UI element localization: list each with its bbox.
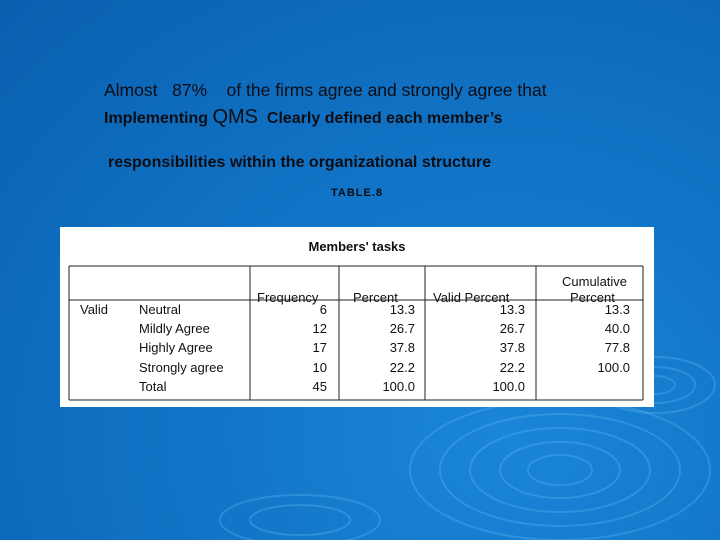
row-cumulative: 13.3 [604,302,630,317]
headline-line-2: Implementing QMS Clearly defined each me… [104,106,503,129]
headline-line-2-suffix: Clearly defined each member’s [258,110,503,127]
row-valid-percent-total: 100.0 [492,379,525,394]
row-frequency: 10 [312,360,327,375]
row-frequency: 6 [319,302,327,317]
header-valid-percent: Valid Percent [433,290,510,305]
headline-line-1: Almost 87% of the firms agree and strong… [104,80,547,100]
row-valid-percent: 37.8 [499,340,525,355]
row-percent: 13.3 [389,302,415,317]
row-percent: 26.7 [389,321,415,336]
members-tasks-table: Members' tasks Frequency Percent Valid P… [60,227,654,407]
row-percent: 22.2 [389,360,415,375]
headline-line-3: responsibilities within the organization… [108,154,492,171]
headline-line-2-prefix: Implementing [104,110,213,127]
row-cumulative: 40.0 [604,321,630,336]
row-label: Mildly Agree [139,321,210,336]
row-valid-percent: 13.3 [499,302,525,317]
row-label: Strongly agree [139,360,224,375]
row-label: Neutral [139,302,181,317]
table-grid-lines [68,265,644,401]
row-cumulative: 100.0 [597,360,630,375]
row-cumulative: 77.8 [604,340,630,355]
qms-term: QMS [212,106,259,128]
row-frequency: 12 [312,321,327,336]
row-valid-percent: 22.2 [499,360,525,375]
table-caption: TABLE.8 [331,187,384,199]
header-percent: Percent [353,290,398,305]
row-label-total: Total [139,379,167,394]
header-cumulative: Cumulative [562,274,628,289]
group-label-valid: Valid [80,302,108,317]
row-percent: 37.8 [389,340,415,355]
row-frequency: 17 [312,340,327,355]
header-cumulative-percent: Percent [570,290,615,305]
row-frequency-total: 45 [312,379,327,394]
table-title: Members' tasks [308,239,406,254]
row-label: Highly Agree [139,340,213,355]
header-frequency: Frequency [257,290,319,305]
row-percent-total: 100.0 [382,379,415,394]
row-valid-percent: 26.7 [499,321,525,336]
